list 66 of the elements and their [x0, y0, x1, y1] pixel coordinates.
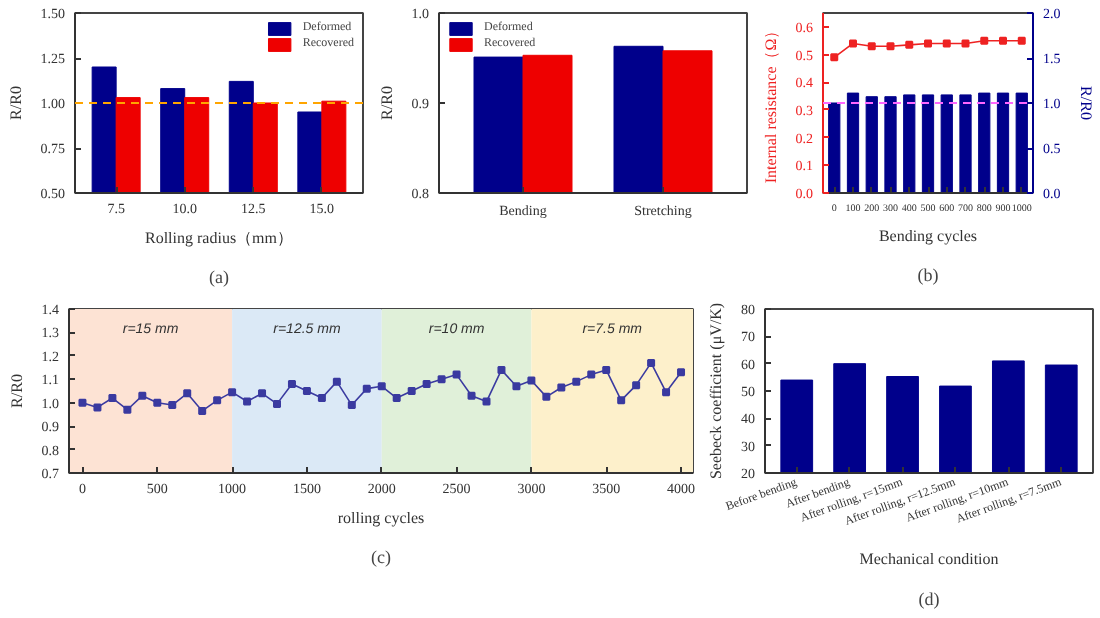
point — [213, 396, 222, 405]
y2-axis-title: R/R0 — [1076, 86, 1095, 120]
point — [258, 389, 267, 398]
y-axis-title: R/R0 — [6, 86, 25, 120]
point — [243, 397, 252, 406]
point — [886, 42, 895, 51]
point — [617, 396, 626, 405]
point — [497, 365, 506, 374]
point — [273, 399, 281, 408]
point — [392, 394, 401, 403]
point — [924, 39, 932, 48]
point — [93, 403, 102, 412]
point — [980, 36, 989, 45]
x-axis-title: rolling cycles — [337, 509, 425, 527]
point — [78, 398, 87, 407]
y-axis-title: Seebeck coefficient (μV/K) — [707, 302, 725, 480]
point — [999, 36, 1007, 45]
point — [377, 382, 386, 391]
point — [168, 401, 177, 410]
text: (b) — [917, 265, 939, 285]
point — [332, 377, 341, 386]
point — [407, 387, 416, 395]
x-axis-title: Bending cycles — [878, 227, 978, 245]
point — [198, 406, 207, 415]
point — [632, 381, 641, 390]
y-axis-title: Internal resistance（Ω） — [761, 22, 780, 184]
point — [452, 370, 461, 379]
point — [302, 387, 311, 395]
y-axis-title: R/R0 — [377, 86, 396, 120]
x-axis-title: Mechanical condition — [859, 550, 999, 569]
point — [849, 39, 857, 48]
point — [961, 39, 970, 48]
point — [287, 379, 296, 388]
point — [153, 398, 162, 407]
point — [830, 53, 839, 62]
point — [587, 370, 596, 379]
point — [677, 368, 686, 377]
point — [317, 394, 326, 403]
point — [422, 379, 431, 388]
text: (d) — [918, 589, 940, 609]
point — [542, 392, 551, 401]
point — [362, 384, 371, 393]
text: (c) — [371, 547, 392, 567]
point — [905, 40, 914, 49]
point — [228, 388, 237, 397]
point — [942, 39, 951, 48]
point — [602, 365, 611, 374]
text: (a) — [209, 267, 230, 287]
point — [1017, 36, 1026, 45]
point — [138, 391, 147, 400]
x-axis-title: Rolling radius（mm） — [145, 229, 293, 247]
point — [347, 401, 356, 410]
point — [467, 391, 476, 400]
point — [512, 382, 521, 391]
point — [557, 383, 566, 392]
point — [647, 358, 656, 367]
y-axis-title: R/R0 — [7, 374, 26, 408]
point — [108, 394, 117, 403]
point — [527, 376, 536, 385]
point — [437, 375, 446, 384]
point — [662, 388, 671, 397]
point — [572, 377, 581, 386]
point — [123, 405, 132, 414]
point — [867, 42, 876, 51]
point — [183, 389, 192, 398]
point — [482, 397, 491, 406]
